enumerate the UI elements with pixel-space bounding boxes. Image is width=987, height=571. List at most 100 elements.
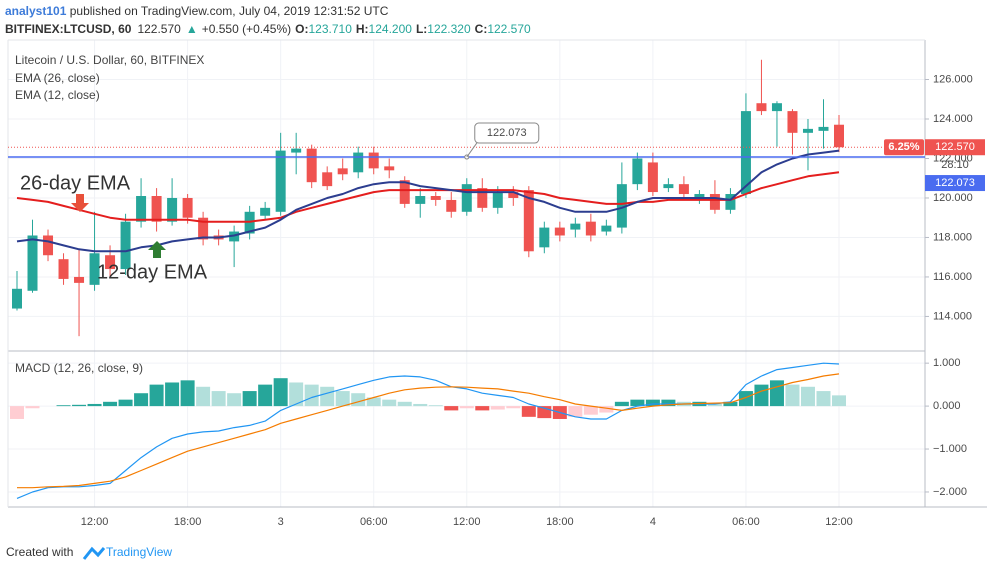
candle-body	[74, 276, 85, 283]
published: published on TradingView.com, July 04, 2…	[66, 4, 388, 18]
histogram-bar	[490, 406, 505, 410]
ohlc-value: 123.710	[308, 22, 352, 36]
y-tick-label: 124.000	[933, 113, 973, 125]
candle-body	[508, 192, 519, 198]
candle-body	[834, 124, 844, 148]
candle-body	[663, 184, 674, 189]
header-line-2: BITFINEX:LTCUSD, 60 122.570 ▲ +0.550 (+0.45…	[5, 22, 531, 36]
histogram-bar	[754, 384, 769, 407]
histogram-bar	[273, 378, 288, 407]
annotation: 12-day EMA	[97, 261, 208, 283]
histogram-bar	[614, 401, 629, 407]
histogram-bar	[444, 406, 459, 411]
y-tick-label: −1.000	[933, 443, 967, 455]
y-tick-label: 1.000	[933, 357, 961, 369]
footer-brand[interactable]: TradingView	[106, 545, 172, 559]
candle-body	[182, 197, 193, 218]
histogram-bar	[165, 382, 180, 407]
candle-body	[492, 192, 503, 208]
histogram-bar	[242, 391, 257, 407]
candle-body	[353, 152, 364, 173]
last-price-box	[925, 139, 985, 156]
y-tick-label: 0.000	[933, 400, 961, 412]
histogram-bar	[227, 393, 242, 407]
candle-body	[539, 227, 550, 248]
candle-body	[709, 194, 720, 210]
annotation-arrow	[71, 194, 89, 212]
histogram-bar	[738, 391, 753, 407]
candle-body	[12, 288, 22, 309]
candle-body	[105, 255, 116, 270]
y-tick-label: 122.000	[933, 152, 973, 164]
histogram-bar	[397, 401, 412, 407]
countdown: 28:10	[941, 159, 969, 171]
histogram-bar	[56, 405, 71, 407]
ohlc-value: 122.320	[427, 22, 471, 36]
histogram-bar	[785, 384, 800, 407]
histogram-bar	[521, 406, 536, 417]
candle-body	[384, 166, 395, 171]
candle-body	[756, 103, 767, 112]
candle-body	[291, 148, 302, 153]
candle-body	[275, 150, 286, 212]
candle-body	[337, 168, 348, 175]
histogram-bar	[413, 403, 428, 407]
candle-body	[43, 235, 54, 256]
candle-body	[585, 221, 596, 236]
candle-body	[787, 111, 798, 133]
histogram-bar	[103, 401, 118, 407]
histogram-bar	[630, 399, 645, 407]
x-tick-label: 18:00	[174, 516, 202, 528]
candle-body	[136, 196, 147, 222]
histogram-bar	[645, 399, 660, 407]
candle-body	[740, 111, 751, 195]
histogram-bar	[475, 406, 490, 411]
candle-body	[322, 172, 333, 187]
candle-body	[771, 103, 782, 112]
histogram-bar	[661, 399, 676, 407]
ohlc-value: 122.570	[487, 22, 531, 36]
last-price-label: 122.570	[935, 141, 975, 153]
ohlc-key: H:	[356, 22, 369, 36]
change-arrow: ▲	[186, 22, 198, 36]
candle-body	[570, 223, 581, 230]
x-tick-label: 4	[650, 516, 656, 528]
candle-body	[523, 190, 534, 252]
histogram-bar	[459, 406, 474, 409]
histogram-bar	[335, 391, 350, 407]
histogram-bar	[599, 406, 614, 413]
histogram-bar	[428, 405, 443, 407]
ohlc-key: C:	[475, 22, 488, 36]
candle-body	[678, 184, 689, 195]
histogram-bar	[258, 384, 273, 407]
candle-body	[198, 217, 209, 240]
y-tick-label: −2.000	[933, 486, 967, 498]
histogram-bar	[568, 406, 583, 417]
candle-body	[430, 196, 441, 200]
histogram-bar	[816, 391, 831, 407]
histogram-bar	[707, 403, 722, 407]
x-tick-label: 06:00	[732, 516, 760, 528]
author[interactable]: analyst101	[5, 4, 67, 18]
histogram-bar	[211, 391, 226, 407]
histogram-bar	[723, 401, 738, 407]
candle-body	[725, 194, 736, 210]
histogram-bar	[320, 386, 335, 407]
header-line-1: analyst101 published on TradingView.com,…	[5, 4, 389, 18]
histogram-bar	[25, 406, 40, 409]
candle-body	[260, 207, 271, 216]
symbol: BITFINEX:LTCUSD, 60	[5, 22, 132, 36]
legend-entry: EMA (26, close)	[15, 71, 100, 85]
candle-body	[632, 158, 643, 185]
callout-box	[474, 122, 540, 144]
candle-body	[306, 148, 317, 183]
y-tick-label: 118.000	[933, 231, 972, 243]
logo	[82, 546, 106, 560]
y-tick-label: 126.000	[933, 73, 973, 85]
candle-body	[27, 235, 38, 291]
series-line	[17, 373, 840, 489]
candle-body	[647, 162, 658, 193]
histogram-bar	[87, 403, 102, 407]
candle-body	[446, 199, 457, 212]
